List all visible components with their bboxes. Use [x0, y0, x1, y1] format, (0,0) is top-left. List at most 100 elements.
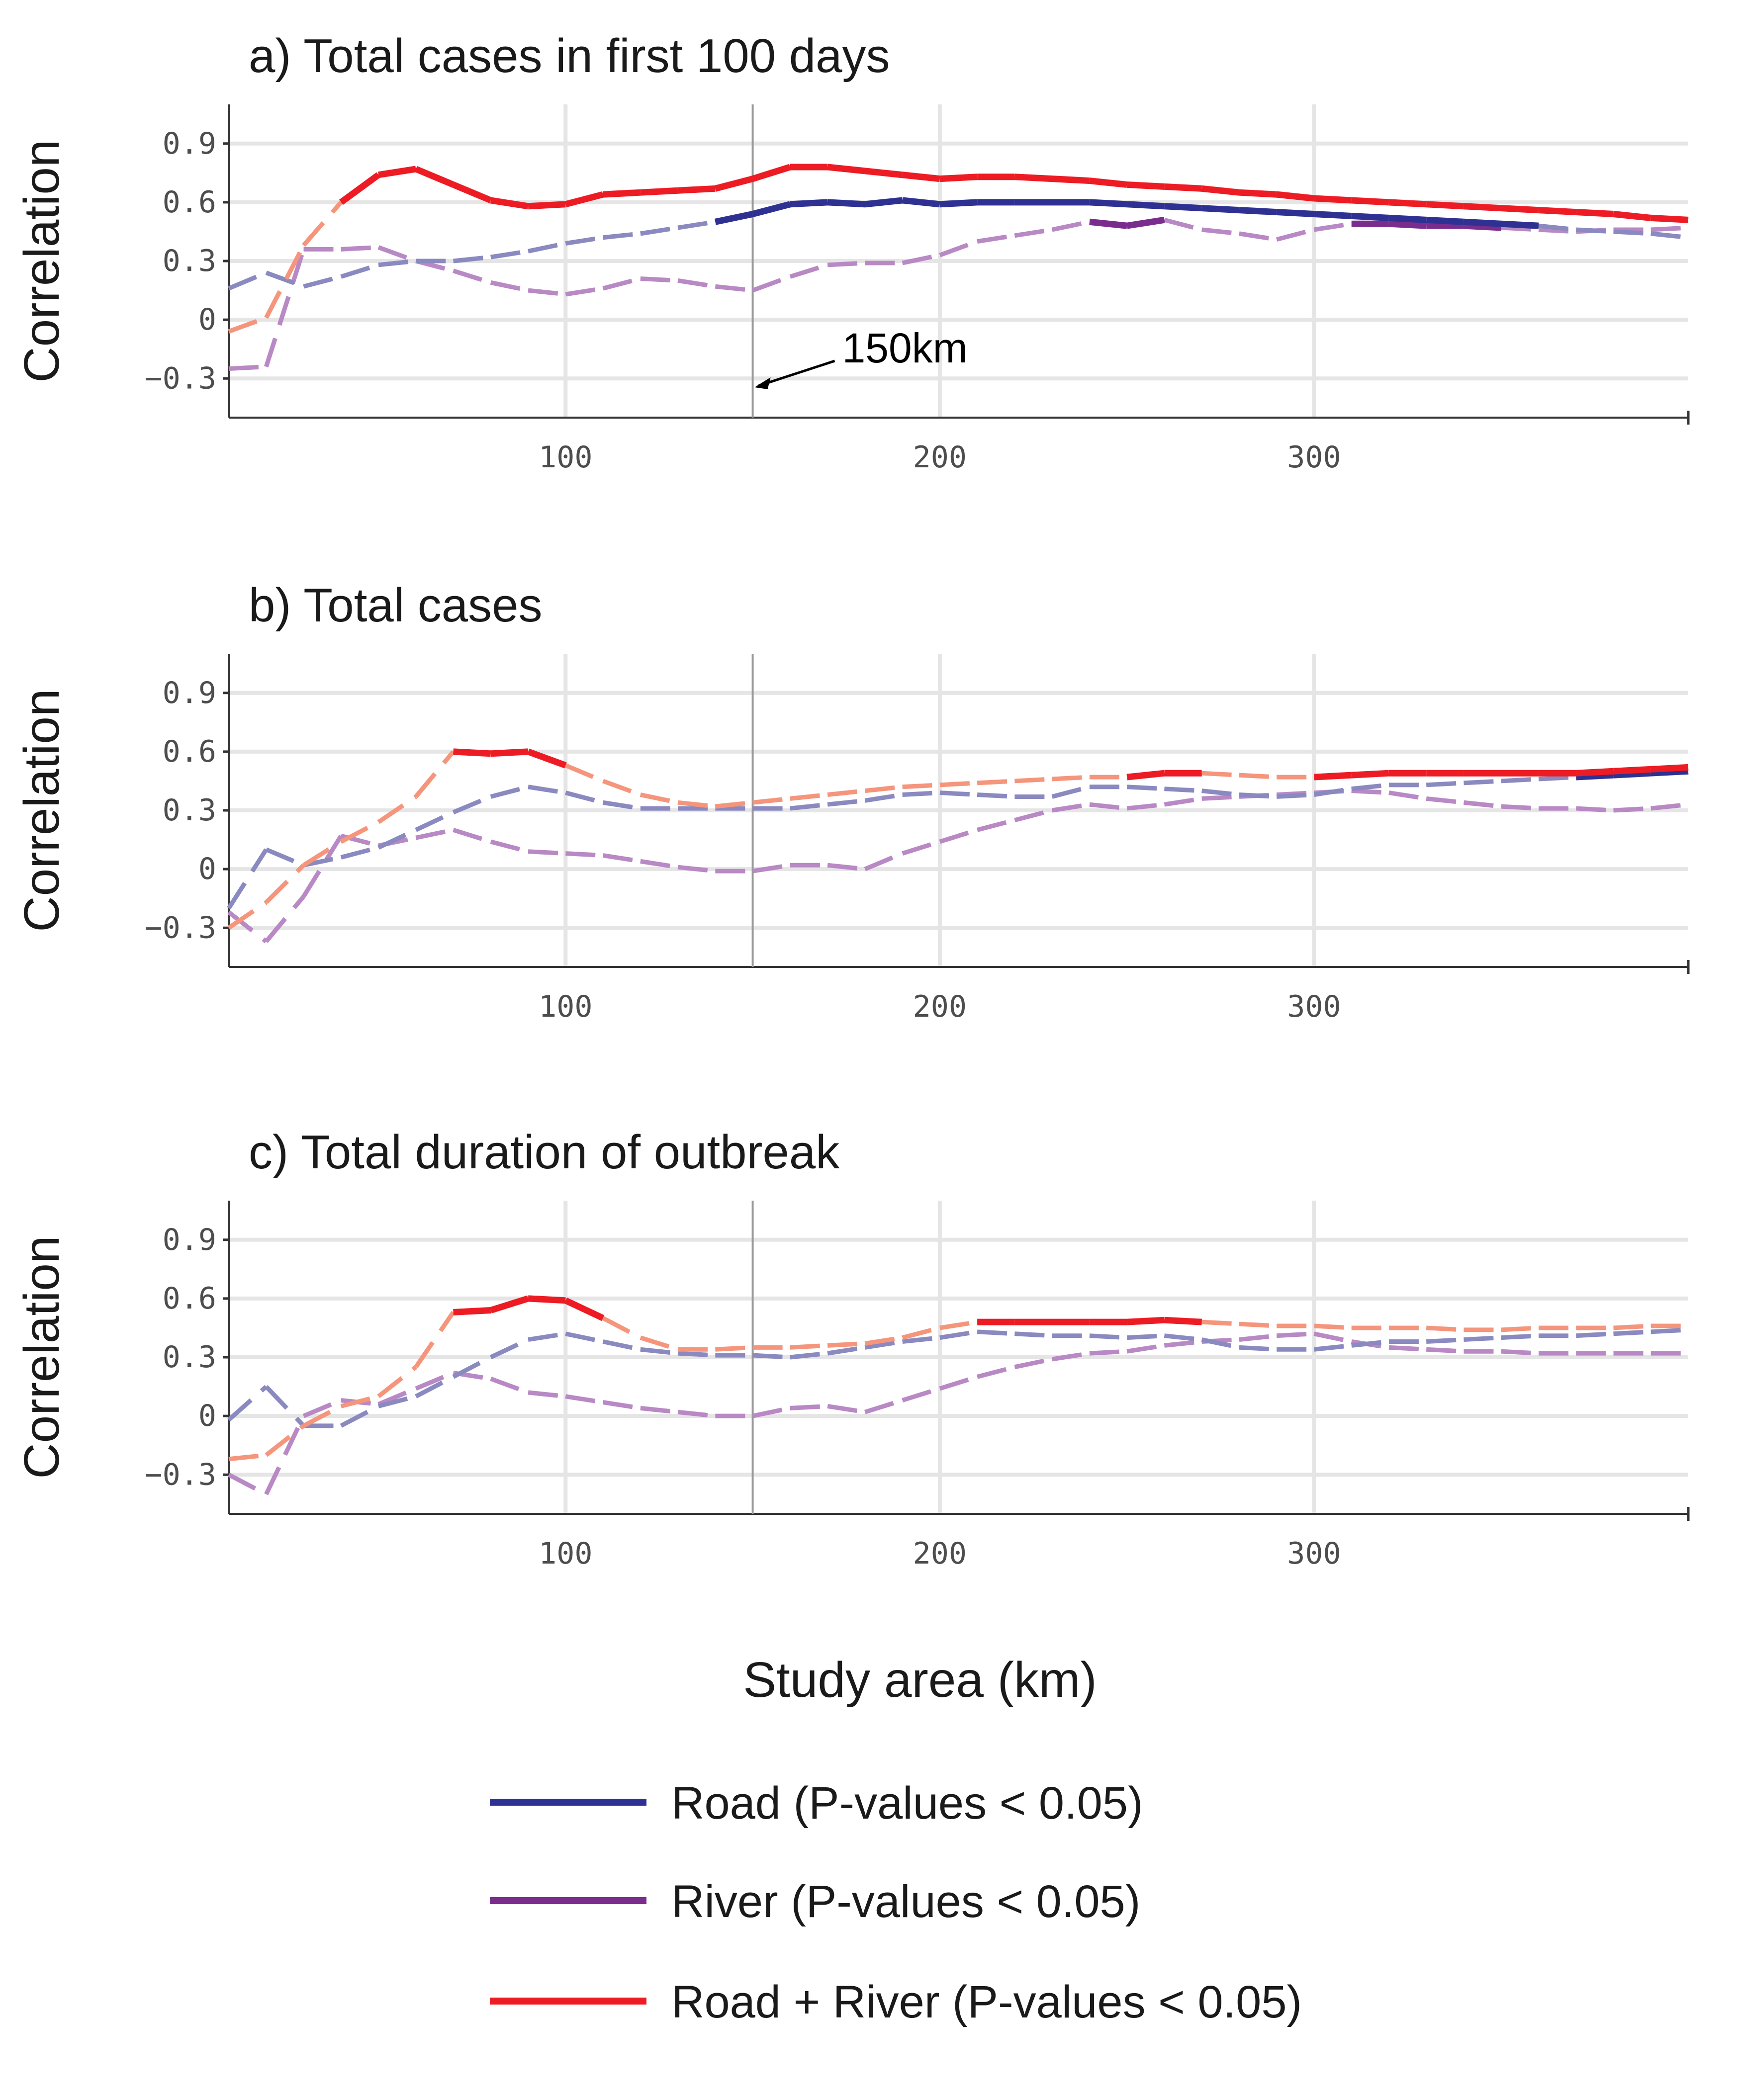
series-segment — [1014, 777, 1052, 784]
series-segment — [415, 1371, 455, 1391]
series-segment — [1538, 775, 1576, 782]
series-segment — [677, 185, 716, 194]
series-segment — [301, 834, 343, 898]
series-segment — [1351, 212, 1389, 221]
series-segment — [1426, 1337, 1464, 1344]
series-road — [227, 1327, 1689, 1428]
series-segment — [1613, 806, 1651, 813]
y-tick-label: 0.6 — [163, 1281, 216, 1316]
series-segment — [1164, 1333, 1202, 1342]
series-segment — [1426, 1325, 1464, 1332]
series-segment — [1613, 766, 1651, 775]
series-segment — [1052, 775, 1090, 782]
series-segment — [1126, 201, 1165, 210]
annotation-arrow-head — [754, 377, 771, 389]
series-segment — [1014, 227, 1053, 238]
series-segment — [1089, 199, 1127, 208]
series-segment — [1388, 220, 1427, 229]
y-tick-label: 0.3 — [163, 1340, 216, 1375]
series-segment — [640, 1405, 678, 1414]
series-segment — [1164, 1339, 1202, 1348]
series-segment — [528, 785, 566, 795]
series-segment — [677, 219, 716, 230]
series-segment — [640, 225, 678, 236]
series-segment — [1314, 772, 1352, 781]
series-segment — [752, 1405, 791, 1418]
series-segment — [1164, 1316, 1202, 1325]
series-segment — [640, 792, 678, 805]
series-segment — [790, 1343, 828, 1350]
series-segment — [1313, 1331, 1352, 1344]
series-segment — [715, 800, 753, 809]
series-segment — [640, 1347, 678, 1356]
series-segment — [1538, 227, 1576, 234]
series-segment — [640, 859, 678, 870]
series-segment — [677, 800, 716, 809]
series-road — [227, 768, 1689, 910]
series-segment — [715, 284, 753, 293]
series-segment — [302, 200, 343, 247]
series-segment — [1538, 223, 1576, 232]
series-segment — [414, 166, 455, 188]
series-segment — [977, 779, 1015, 786]
series-segment — [415, 1375, 455, 1399]
series-segment — [902, 172, 940, 182]
series-segment — [1239, 207, 1277, 216]
series-segment — [264, 244, 306, 319]
series-segment — [1351, 783, 1389, 791]
series-segment — [714, 175, 754, 192]
x-tick-label: 300 — [1287, 440, 1341, 475]
series-segment — [715, 211, 753, 225]
series-segment — [339, 172, 380, 205]
series-river — [227, 788, 1689, 944]
series-segment — [490, 785, 529, 799]
series-segment — [1613, 211, 1651, 221]
series-segment — [1314, 211, 1352, 219]
series-segment — [827, 798, 865, 807]
series-segment — [602, 1316, 641, 1340]
series-segment — [1051, 1351, 1090, 1362]
series-segment — [264, 249, 306, 367]
series-segment — [977, 792, 1015, 799]
series-segment — [377, 1394, 417, 1408]
series-segment — [1014, 808, 1053, 823]
series-segment — [377, 1386, 417, 1406]
series-segment — [1575, 227, 1614, 234]
series-segment — [564, 191, 604, 208]
series-segment — [602, 1339, 641, 1352]
series-segment — [902, 783, 940, 789]
series-segment — [265, 864, 305, 904]
series-segment — [790, 1351, 828, 1360]
series-segment — [827, 863, 865, 872]
series-segment — [939, 790, 978, 797]
series-segment — [1613, 229, 1651, 236]
series-segment — [939, 239, 978, 258]
series-segment — [1613, 770, 1651, 779]
series-segment — [864, 1339, 903, 1350]
series-segment — [1388, 199, 1427, 208]
series-segment — [902, 1335, 940, 1344]
series-segment — [452, 794, 492, 815]
series-segment — [1051, 785, 1091, 799]
series-segment — [377, 1365, 418, 1399]
series-segment — [1164, 183, 1202, 192]
series-segment — [341, 245, 379, 252]
series-road-river — [227, 748, 1689, 930]
series-segment — [1351, 197, 1389, 206]
series-segment — [228, 1453, 267, 1462]
series-segment — [790, 792, 828, 801]
series-segment — [1089, 802, 1127, 811]
series-segment — [377, 828, 417, 850]
series-segment — [1014, 1357, 1053, 1370]
series-segment — [1388, 1345, 1427, 1352]
series-segment — [1313, 221, 1352, 232]
series-segment — [378, 259, 416, 267]
series-segment — [1089, 177, 1127, 188]
series-segment — [227, 1385, 268, 1422]
series-segment — [340, 1394, 379, 1408]
series-segment — [302, 1398, 342, 1418]
series-segment — [1126, 785, 1165, 791]
series-segment — [752, 796, 791, 805]
panels: a) Total cases in first 100 days Correlat… — [14, 29, 1690, 1571]
series-segment — [1276, 209, 1314, 217]
